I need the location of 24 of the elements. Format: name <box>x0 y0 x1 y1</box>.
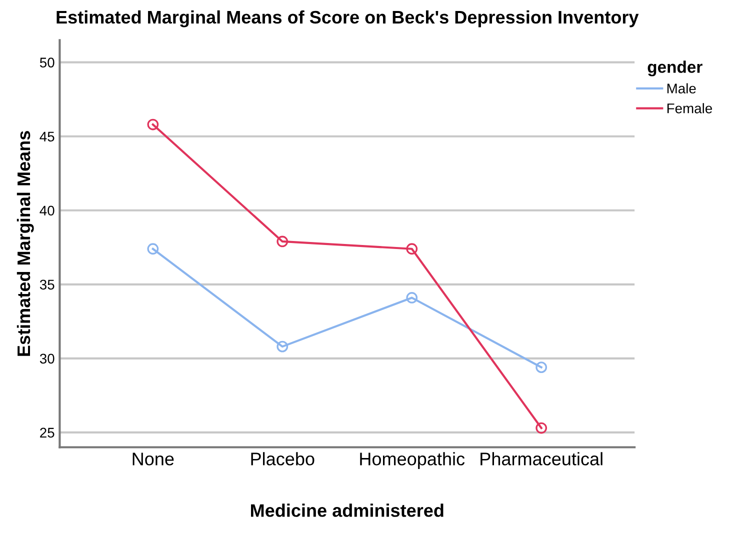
legend-title: gender <box>648 60 702 76</box>
y-tick-label: 45 <box>40 132 54 142</box>
point <box>147 243 159 255</box>
chart-title: Estimated Marginal Means of Score on Beck's Depression Inventory <box>56 10 639 28</box>
point <box>406 243 418 255</box>
point <box>276 340 288 352</box>
x-tick-label: Homeopathic <box>360 452 465 469</box>
point <box>536 422 548 434</box>
x-tick-label: Placebo <box>251 452 314 466</box>
y-tick-label: 25 <box>40 428 54 438</box>
x-axis-title: Medicine administered <box>251 504 444 517</box>
point <box>276 236 288 248</box>
x-tick-label: Pharmaceutical <box>480 452 602 466</box>
y-tick-label: 40 <box>40 206 54 216</box>
x-tick-label: None <box>132 452 174 466</box>
y-tick-label: 35 <box>40 280 54 290</box>
legend-label: Female <box>667 103 712 114</box>
point <box>147 118 159 130</box>
y-axis-title: Estimated Marginal Means <box>16 131 34 356</box>
point <box>536 362 548 374</box>
point <box>406 292 418 304</box>
y-tick-label: 30 <box>40 354 54 364</box>
legend-label: Male <box>667 83 696 94</box>
y-tick-label: 50 <box>40 58 54 68</box>
